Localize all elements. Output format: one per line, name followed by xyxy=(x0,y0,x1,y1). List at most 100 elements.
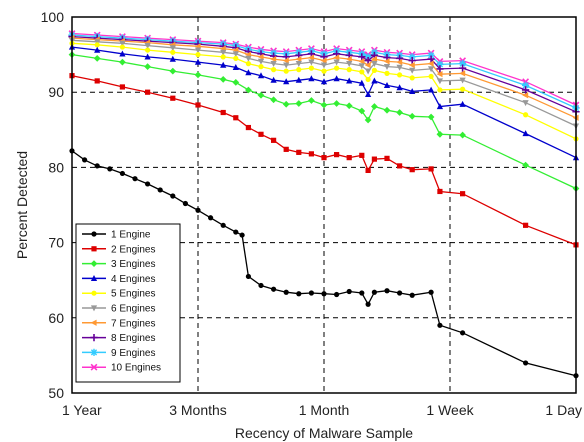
data-point-2-engines xyxy=(283,146,289,152)
series-1-engine xyxy=(69,148,579,379)
legend-label: 2 Engines xyxy=(111,244,155,255)
series-line-7-engines xyxy=(71,37,577,119)
data-point-2-engines xyxy=(428,166,434,172)
data-point-5-engines xyxy=(220,54,226,60)
data-point-3-engines xyxy=(194,71,202,79)
data-point-1-engine xyxy=(233,229,239,235)
data-point-7-engines xyxy=(427,60,434,67)
data-point-1-engine xyxy=(82,157,88,163)
data-point-5-engines xyxy=(283,68,289,74)
data-point-4-engines xyxy=(283,78,290,85)
data-point-6-engines xyxy=(346,61,353,68)
series-line-3-engines xyxy=(71,53,577,190)
data-point-1-engine xyxy=(460,330,466,336)
data-point-3-engines xyxy=(459,131,466,139)
legend-marker-4-engines xyxy=(90,275,98,281)
series-layer xyxy=(68,30,580,379)
data-point-3-engines xyxy=(93,54,101,62)
data-point-5-engines xyxy=(437,87,443,93)
data-point-3-engines xyxy=(282,100,290,108)
data-point-8-engines xyxy=(427,55,435,63)
series-line-9-engines xyxy=(71,34,577,109)
data-point-2-engines xyxy=(233,115,239,121)
data-point-8-engines xyxy=(364,56,372,65)
data-point-2-engines xyxy=(258,131,264,137)
series-line-8-engines xyxy=(71,35,577,113)
legend-item-2-engines: 2 Engines xyxy=(82,244,155,255)
data-point-5-engines xyxy=(384,70,390,76)
data-point-4-engines xyxy=(245,69,252,76)
data-point-4-engines xyxy=(169,55,176,62)
data-point-4-engines xyxy=(383,82,391,89)
data-point-6-engines xyxy=(283,62,290,69)
data-point-3-engines xyxy=(308,97,315,104)
data-point-5-engines xyxy=(195,52,201,58)
data-point-4-engines xyxy=(371,77,378,84)
legend-label: 9 Engines xyxy=(111,348,155,359)
data-point-8-engines xyxy=(408,56,416,65)
legend-label: 8 Engines xyxy=(111,333,155,344)
data-point-3-engines xyxy=(436,130,444,138)
data-point-9-engines xyxy=(436,60,444,69)
data-point-4-engines xyxy=(119,50,126,57)
plot-frame xyxy=(71,16,577,394)
data-point-3-engines xyxy=(219,76,227,83)
data-point-6-engines xyxy=(409,67,416,74)
data-point-8-engines xyxy=(358,53,366,61)
data-point-9-engines xyxy=(458,59,467,68)
data-point-2-engines xyxy=(346,155,352,161)
data-point-1-engine xyxy=(437,322,443,328)
legend-marker-3-engines xyxy=(90,260,98,267)
data-point-7-engines xyxy=(371,55,377,63)
data-point-2-engines xyxy=(437,188,443,195)
legend-marker-9-engines xyxy=(90,348,98,357)
data-point-4-engines xyxy=(364,91,372,98)
data-point-5-engines xyxy=(371,67,377,73)
data-point-6-engines xyxy=(119,40,126,47)
data-point-2-engines xyxy=(397,163,403,169)
data-point-1-engine xyxy=(271,286,277,292)
data-point-1-engine xyxy=(384,288,390,294)
data-point-9-engines xyxy=(521,81,530,90)
data-point-5-engines xyxy=(145,47,151,53)
data-point-8-engines xyxy=(521,86,530,94)
data-point-3-engines xyxy=(345,102,353,110)
data-point-1-engine xyxy=(239,232,245,238)
data-point-1-engine xyxy=(145,181,151,187)
data-point-3-engines xyxy=(169,67,177,75)
legend-marker-1-engine xyxy=(91,231,97,237)
data-point-7-engines xyxy=(358,58,365,65)
data-point-2-engines xyxy=(321,155,327,161)
legend-label: 4 Engines xyxy=(111,274,155,285)
data-point-4-engines xyxy=(333,75,340,82)
data-point-1-engine xyxy=(283,289,289,295)
x-tick-labels: 1 Year 3 Months 1 Month 1 Week 1 Day xyxy=(62,402,582,418)
data-point-3-engines xyxy=(232,79,240,86)
data-point-7-engines xyxy=(383,58,390,65)
x-tick-label: 1 Month xyxy=(299,402,350,418)
data-point-6-engines xyxy=(245,55,252,62)
series-line-10-engines xyxy=(71,32,577,106)
data-point-2-engines xyxy=(359,152,365,158)
data-point-3-engines xyxy=(522,161,529,169)
series-line-4-engines xyxy=(71,46,577,159)
data-point-6-engines xyxy=(270,61,277,68)
y-tick-label: 90 xyxy=(48,84,64,100)
data-point-7-engines xyxy=(282,57,289,64)
data-point-4-engines xyxy=(459,100,466,107)
data-point-1-engine xyxy=(308,290,314,296)
data-point-4-engines xyxy=(358,79,365,86)
data-point-5-engines xyxy=(245,61,251,67)
data-point-5-engines xyxy=(365,76,371,83)
data-point-5-engines xyxy=(359,69,365,75)
data-point-6-engines xyxy=(194,47,202,54)
data-point-2-engines xyxy=(371,156,377,162)
data-point-4-engines xyxy=(320,78,328,85)
data-point-1-engine xyxy=(346,288,352,295)
legend-item-6-engines: 6 Engines xyxy=(82,304,155,315)
data-point-6-engines xyxy=(257,58,265,65)
data-point-4-engines xyxy=(346,77,353,84)
data-point-1-engine xyxy=(409,292,415,298)
legend-item-1-engine: 1 Engine xyxy=(82,230,151,241)
data-point-4-engines xyxy=(427,86,435,93)
